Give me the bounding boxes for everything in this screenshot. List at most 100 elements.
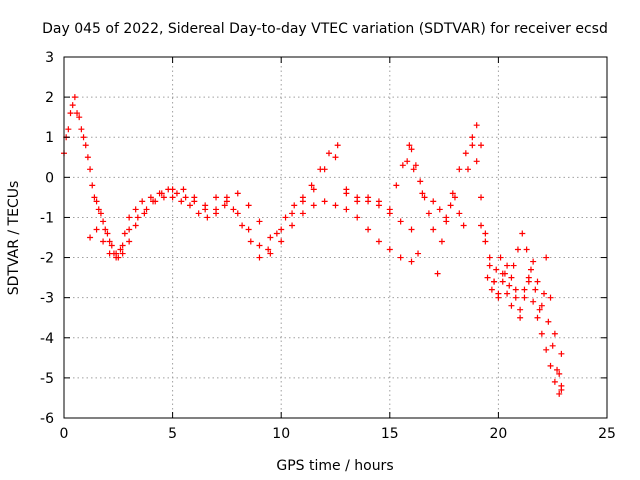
- data-point: [139, 198, 146, 205]
- data-point: [234, 210, 241, 217]
- data-point: [523, 246, 530, 253]
- data-point: [78, 126, 85, 133]
- data-point: [447, 202, 454, 209]
- data-point: [169, 194, 176, 201]
- data-point: [256, 218, 263, 225]
- data-point: [104, 230, 111, 237]
- y-tick-label: -5: [40, 371, 54, 387]
- data-point: [93, 226, 100, 233]
- data-point: [82, 142, 89, 149]
- data-point: [545, 318, 552, 325]
- data-point: [514, 246, 521, 253]
- data-point: [530, 298, 537, 305]
- data-point: [430, 198, 437, 205]
- data-point: [469, 142, 476, 149]
- data-point: [449, 190, 456, 197]
- data-point: [143, 206, 150, 213]
- data-point: [397, 254, 404, 261]
- x-tick-label: 5: [168, 426, 177, 442]
- data-point: [421, 194, 428, 201]
- data-point: [519, 230, 526, 237]
- data-point: [543, 254, 550, 261]
- data-point: [504, 262, 511, 269]
- data-point: [100, 218, 107, 225]
- data-point: [386, 210, 393, 217]
- data-point: [221, 202, 228, 209]
- data-point: [354, 194, 361, 201]
- series-track-f: [478, 222, 565, 393]
- data-point: [417, 178, 424, 185]
- data-point: [308, 182, 315, 189]
- data-point: [365, 226, 372, 233]
- y-axis-label: SDTVAR / TECUs: [6, 181, 22, 296]
- data-point: [191, 194, 198, 201]
- data-point: [310, 202, 317, 209]
- data-point: [87, 234, 94, 241]
- data-point: [386, 246, 393, 253]
- data-point: [543, 346, 550, 353]
- data-point: [425, 210, 432, 217]
- data-point: [278, 226, 285, 233]
- data-point: [558, 350, 565, 357]
- series-track-e: [484, 230, 565, 373]
- data-point: [554, 366, 561, 373]
- data-point: [106, 238, 113, 245]
- data-point: [497, 254, 504, 261]
- data-point: [404, 158, 411, 165]
- data-point: [223, 194, 230, 201]
- chart-title: Day 045 of 2022, Sidereal Day-to-day VTE…: [42, 21, 608, 37]
- data-point: [108, 242, 115, 249]
- data-point: [334, 142, 341, 149]
- data-point: [65, 126, 72, 133]
- data-point: [147, 194, 154, 201]
- data-point: [408, 146, 415, 153]
- plot-frame: [63, 56, 608, 419]
- data-point: [343, 186, 350, 193]
- data-point: [317, 166, 324, 173]
- data-point: [247, 238, 254, 245]
- data-point: [484, 274, 491, 281]
- data-point: [256, 254, 263, 261]
- data-point: [71, 94, 78, 101]
- data-point: [410, 166, 417, 173]
- data-point: [117, 246, 124, 253]
- data-point: [493, 266, 500, 273]
- data-point: [532, 286, 539, 293]
- data-point: [549, 342, 556, 349]
- data-point: [102, 226, 109, 233]
- data-point: [119, 242, 126, 249]
- data-point: [267, 234, 274, 241]
- data-point: [256, 242, 263, 249]
- data-point: [97, 210, 104, 217]
- data-point: [141, 210, 148, 217]
- data-point: [126, 226, 133, 233]
- axis-ticks: 0 5 10 15 20 25 -6 -5 -4 -3 -2 -1 0 1 2 3: [40, 50, 616, 442]
- data-point: [408, 258, 415, 265]
- data-point: [408, 226, 415, 233]
- x-tick-label: 15: [381, 426, 399, 442]
- data-point: [310, 186, 317, 193]
- data-point: [443, 218, 450, 225]
- data-point: [393, 182, 400, 189]
- data-point: [134, 214, 141, 221]
- data-point: [399, 162, 406, 169]
- y-tick-label: -6: [40, 411, 54, 427]
- data-point: [499, 278, 506, 285]
- data-point: [478, 142, 485, 149]
- data-point: [521, 286, 528, 293]
- data-point: [202, 206, 209, 213]
- data-point: [508, 274, 515, 281]
- data-point: [434, 270, 441, 277]
- data-point: [501, 270, 508, 277]
- data-point: [547, 294, 554, 301]
- data-point: [512, 286, 519, 293]
- data-point: [265, 246, 272, 253]
- data-point: [488, 286, 495, 293]
- series-track-a: [61, 102, 422, 265]
- data-point: [100, 238, 107, 245]
- data-point: [482, 238, 489, 245]
- data-point: [365, 198, 372, 205]
- data-point: [325, 150, 332, 157]
- x-axis-label: GPS time / hours: [276, 458, 393, 474]
